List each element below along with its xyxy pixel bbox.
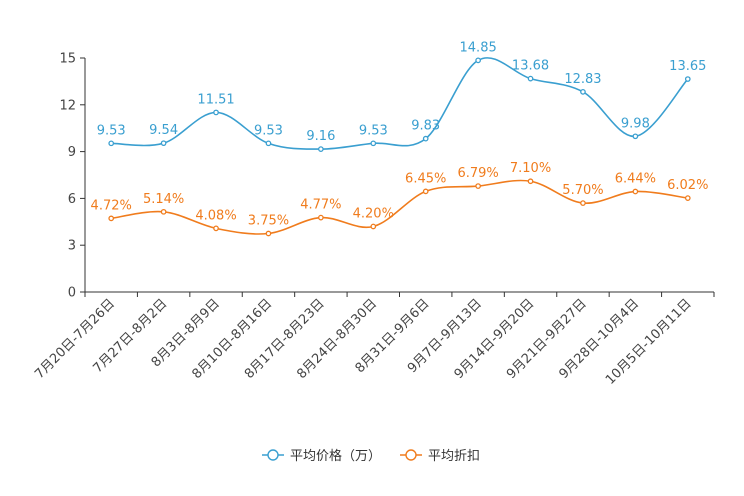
data-point	[422, 188, 429, 195]
data-label: 9.83	[411, 119, 440, 134]
data-point	[422, 135, 429, 142]
data-point	[632, 188, 639, 195]
data-label: 4.08%	[195, 208, 236, 223]
data-point	[318, 214, 324, 221]
data-label: 6.44%	[615, 172, 656, 187]
data-point	[684, 76, 691, 82]
data-point	[213, 109, 219, 116]
data-point	[580, 89, 586, 95]
y-tick-label: 3	[68, 239, 76, 254]
y-tick-label: 0	[68, 286, 76, 301]
data-point	[265, 140, 272, 147]
data-label: 14.85	[460, 40, 497, 55]
data-label: 12.83	[564, 72, 601, 87]
data-label: 9.54	[149, 123, 178, 138]
data-label: 9.53	[254, 123, 283, 138]
data-label: 9.98	[621, 116, 650, 131]
data-label: 13.65	[669, 59, 706, 74]
data-point	[580, 200, 586, 206]
data-label: 3.75%	[248, 214, 289, 229]
data-point	[160, 208, 167, 215]
data-point	[213, 225, 219, 232]
legend-item-1: 平均价格（万）	[262, 448, 381, 464]
data-label: 4.72%	[91, 198, 132, 213]
y-tick-label: 9	[68, 145, 76, 160]
data-label: 9.53	[359, 123, 388, 138]
y-tick-label: 6	[68, 192, 76, 207]
data-point	[684, 195, 691, 201]
data-point	[475, 57, 481, 64]
data-label: 6.02%	[667, 178, 708, 193]
legend-item-2: 平均折扣	[400, 449, 480, 464]
data-point	[475, 183, 481, 189]
data-point	[108, 215, 115, 222]
data-point	[527, 178, 534, 185]
data-label: 7.10%	[510, 161, 551, 176]
data-point	[160, 140, 167, 147]
data-point	[108, 140, 115, 147]
data-label: 9.16	[306, 129, 335, 144]
y-tick-label: 15	[59, 52, 76, 67]
series-1: 9.53 9.54 11.51 9.53 9.16 9.53 9.83 14.85 13.68 1…	[97, 40, 706, 152]
data-point	[318, 146, 324, 152]
legend-marker-icon	[405, 449, 417, 461]
data-label: 4.77%	[300, 198, 341, 213]
y-tick-label: 12	[59, 98, 76, 113]
legend-label: 平均价格（万）	[290, 448, 381, 464]
data-label: 6.79%	[457, 166, 498, 181]
legend-label: 平均折扣	[428, 449, 480, 464]
legend-marker-icon	[267, 449, 279, 461]
data-label: 6.45%	[405, 171, 446, 186]
data-label: 9.53	[97, 123, 126, 138]
data-label: 11.51	[197, 92, 234, 107]
data-label: 4.20%	[353, 206, 394, 221]
series-2: 4.72% 5.14% 4.08% 3.75% 4.77% 4.20% 6.45% 6.79%…	[91, 161, 708, 237]
legend: 平均价格（万） 平均折扣	[262, 448, 480, 464]
data-point	[265, 230, 272, 237]
data-label: 13.68	[512, 59, 549, 74]
data-point	[632, 133, 639, 140]
data-label: 5.70%	[562, 183, 603, 198]
series-layer: 9.53 9.54 11.51 9.53 9.16 9.53 9.83 14.85 13.68 1…	[91, 40, 708, 237]
data-point	[370, 140, 377, 147]
data-label: 5.14%	[143, 192, 184, 207]
series-line	[111, 179, 688, 235]
data-point	[370, 223, 377, 230]
data-point	[527, 75, 534, 82]
